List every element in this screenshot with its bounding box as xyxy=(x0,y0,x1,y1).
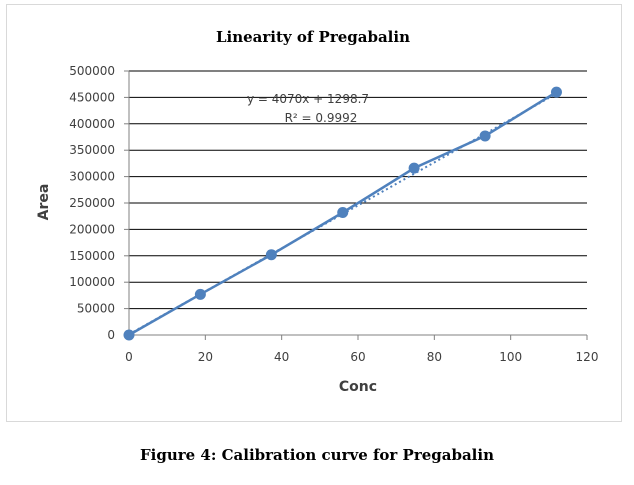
y-axis-label: Area xyxy=(36,184,52,221)
data-series xyxy=(123,86,562,341)
x-tick-label: 80 xyxy=(427,350,442,364)
x-tick-label: 120 xyxy=(576,350,599,364)
x-tick-labels: 0 20 40 60 80 100 120 xyxy=(125,350,598,364)
y-tick-label: 300000 xyxy=(69,170,115,184)
y-tick-label: 450000 xyxy=(69,90,115,104)
data-point xyxy=(265,249,277,261)
y-tick-label: 50000 xyxy=(77,302,115,316)
axes xyxy=(124,70,588,340)
x-tick-label: 100 xyxy=(499,350,522,364)
x-tick-label: 60 xyxy=(350,350,365,364)
y-tick-label: 200000 xyxy=(69,222,115,236)
figure-caption: Figure 4: Calibration curve for Pregabal… xyxy=(140,446,494,464)
trendline-equation: y = 4070x + 1298.7 xyxy=(247,92,369,106)
chart-frame xyxy=(6,4,622,422)
y-tick-label: 500000 xyxy=(69,64,115,78)
chart-title: Linearity of Pregabalin xyxy=(216,28,410,46)
data-point xyxy=(479,130,491,142)
data-point xyxy=(123,329,135,341)
y-tick-label: 400000 xyxy=(69,117,115,131)
gridlines xyxy=(129,70,587,310)
data-point xyxy=(550,86,562,98)
y-tick-label: 100000 xyxy=(69,275,115,289)
data-point xyxy=(408,162,420,174)
y-tick-label: 0 xyxy=(107,328,115,342)
y-tick-label: 250000 xyxy=(69,196,115,210)
x-tick-label: 20 xyxy=(198,350,213,364)
y-tick-label: 350000 xyxy=(69,143,115,157)
x-axis-label: Conc xyxy=(339,379,377,395)
x-tick-label: 0 xyxy=(125,350,133,364)
x-tick-label: 40 xyxy=(274,350,289,364)
trendline-r2: R² = 0.9992 xyxy=(285,111,358,125)
y-tick-label: 150000 xyxy=(69,249,115,263)
data-point xyxy=(194,288,206,300)
data-point xyxy=(337,207,349,219)
y-tick-labels: 0 50000 100000 150000 200000 250000 300000 3500… xyxy=(69,64,115,342)
